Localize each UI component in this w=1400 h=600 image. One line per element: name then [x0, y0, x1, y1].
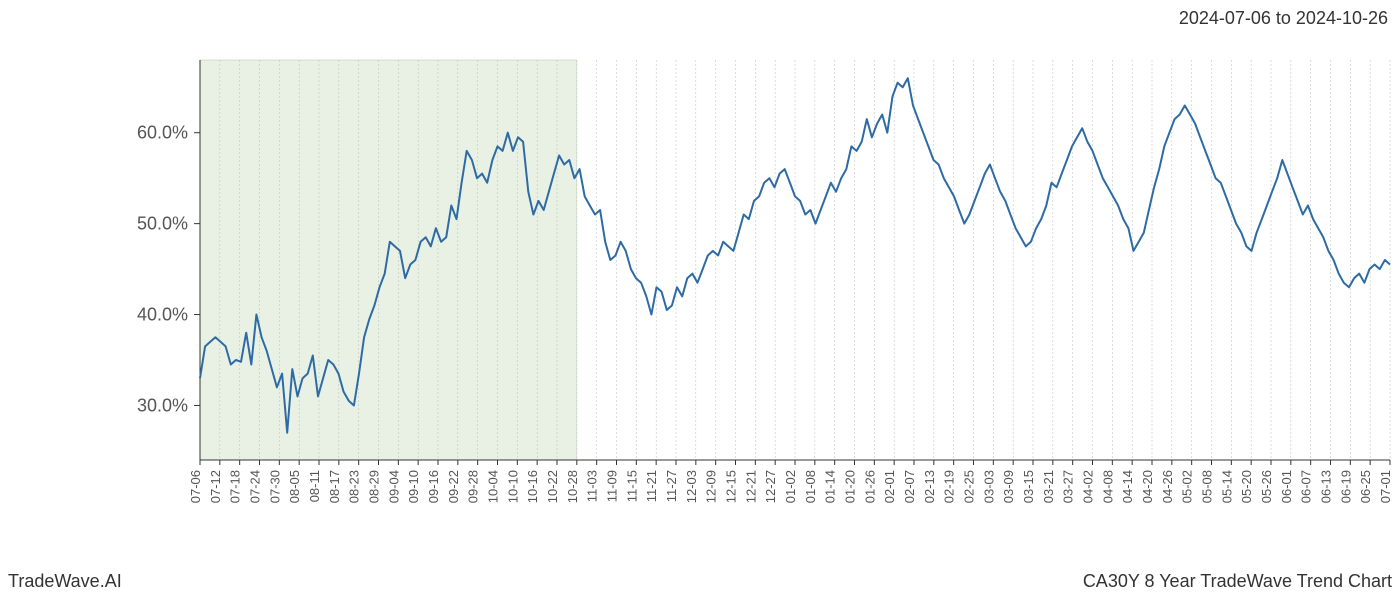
- y-tick-label: 40.0%: [137, 305, 188, 325]
- x-tick-label: 12-09: [704, 470, 719, 503]
- x-tick-label: 12-15: [724, 470, 739, 503]
- x-tick-label: 10-28: [565, 470, 580, 503]
- y-tick-label: 60.0%: [137, 123, 188, 143]
- trend-chart: 30.0% 40.0% 50.0% 60.0% 07-06 07-12 07-18 07-24…: [0, 40, 1400, 560]
- x-tick-label: 06-01: [1279, 470, 1294, 503]
- x-tick-label: 11-09: [605, 470, 620, 502]
- x-tick-label: 03-09: [1001, 470, 1016, 503]
- x-tick-label: 10-10: [505, 470, 520, 503]
- chart-title: CA30Y 8 Year TradeWave Trend Chart: [1083, 571, 1392, 592]
- x-tick-label: 04-14: [1120, 470, 1135, 503]
- x-tick-label: 12-03: [684, 470, 699, 503]
- x-tick-label: 11-21: [644, 470, 659, 502]
- x-tick-label: 12-21: [743, 470, 758, 503]
- x-tick-label: 06-19: [1338, 470, 1353, 503]
- x-tick-label: 07-24: [248, 470, 263, 503]
- x-tick-label: 10-16: [525, 470, 540, 503]
- chart-container: 30.0% 40.0% 50.0% 60.0% 07-06 07-12 07-18 07-24…: [0, 40, 1400, 560]
- x-tick-label: 01-02: [783, 470, 798, 503]
- x-tick-label: 09-22: [446, 470, 461, 503]
- x-tick-label: 02-01: [882, 470, 897, 503]
- x-tick-label: 11-15: [624, 470, 639, 502]
- x-tick-label: 07-06: [188, 470, 203, 503]
- highlight-band: [200, 60, 577, 460]
- x-tick-label: 08-11: [307, 470, 322, 502]
- x-tick-label: 10-04: [486, 470, 501, 503]
- x-tick-label: 09-10: [406, 470, 421, 503]
- x-tick-label: 09-16: [426, 470, 441, 503]
- x-tick-label: 07-12: [208, 470, 223, 503]
- x-tick-label: 11-03: [585, 470, 600, 502]
- x-tick-label: 07-30: [267, 470, 282, 503]
- x-tick-label: 06-07: [1299, 470, 1314, 503]
- x-tick-label: 02-25: [962, 470, 977, 503]
- y-tick-label: 50.0%: [137, 214, 188, 234]
- x-tick-label: 10-22: [545, 470, 560, 503]
- x-tick-label: 04-26: [1160, 470, 1175, 503]
- x-tick-label: 07-18: [228, 470, 243, 503]
- x-tick-label: 11-27: [664, 470, 679, 502]
- x-tick-label: 01-20: [843, 470, 858, 503]
- x-tick-label: 06-13: [1319, 470, 1334, 503]
- x-tick-label: 08-29: [367, 470, 382, 503]
- x-tick-label: 09-04: [386, 470, 401, 503]
- y-tick-label: 30.0%: [137, 395, 188, 415]
- x-tick-label: 04-08: [1100, 470, 1115, 503]
- x-tick-label: 01-08: [803, 470, 818, 503]
- x-tick-label: 05-26: [1259, 470, 1274, 503]
- x-tick-label: 06-25: [1358, 470, 1373, 503]
- x-tick-label: 05-08: [1200, 470, 1215, 503]
- x-tick-label: 01-26: [862, 470, 877, 503]
- brand-label: TradeWave.AI: [8, 571, 122, 592]
- date-range-label: 2024-07-06 to 2024-10-26: [1179, 8, 1388, 29]
- x-tick-label: 05-14: [1219, 470, 1234, 503]
- x-tick-label: 08-17: [327, 470, 342, 503]
- x-tick-label: 03-21: [1041, 470, 1056, 503]
- x-tick-label: 03-27: [1061, 470, 1076, 503]
- x-tick-label: 07-01: [1378, 470, 1393, 503]
- x-tick-label: 09-28: [466, 470, 481, 503]
- x-tick-label: 03-03: [981, 470, 996, 503]
- x-tick-label: 05-20: [1239, 470, 1254, 503]
- x-tick-label: 02-19: [942, 470, 957, 503]
- x-tick-label: 04-02: [1081, 470, 1096, 503]
- x-tick-label: 05-02: [1180, 470, 1195, 503]
- x-tick-label: 08-23: [347, 470, 362, 503]
- x-tick-label: 12-27: [763, 470, 778, 503]
- x-tick-label: 03-15: [1021, 470, 1036, 503]
- x-tick-label: 02-13: [922, 470, 937, 503]
- x-tick-label: 01-14: [823, 470, 838, 503]
- x-tick-label: 04-20: [1140, 470, 1155, 503]
- x-tick-label: 08-05: [287, 470, 302, 503]
- x-tick-label: 02-07: [902, 470, 917, 503]
